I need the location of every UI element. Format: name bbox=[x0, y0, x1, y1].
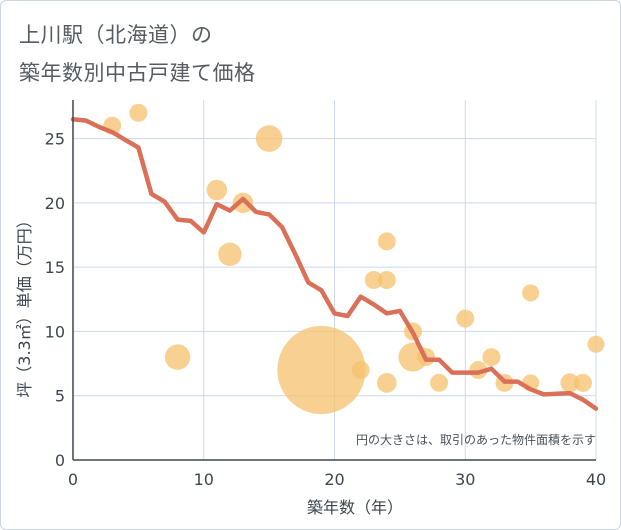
y-tick-label: 15 bbox=[45, 258, 65, 277]
tick-labels: 0 10 20 30 40 0 5 10 15 20 25 bbox=[45, 130, 607, 489]
bubble-point bbox=[587, 335, 605, 353]
axes bbox=[72, 100, 596, 461]
bubble-point bbox=[573, 373, 592, 392]
y-axis-label: 坪（3.3㎡）単価（万円） bbox=[15, 212, 34, 397]
bubble-point bbox=[377, 232, 396, 251]
bubble-point bbox=[522, 284, 540, 302]
bubble-point bbox=[560, 373, 580, 393]
x-tick-label: 10 bbox=[194, 470, 214, 489]
bubble-point bbox=[430, 373, 449, 392]
x-tick-label: 20 bbox=[324, 470, 344, 489]
grid-lines bbox=[73, 100, 597, 460]
bubble-layer bbox=[103, 103, 605, 415]
bubble-point bbox=[277, 325, 366, 415]
bubble-point bbox=[255, 125, 283, 152]
bubble-point bbox=[364, 271, 383, 289]
bubble-point bbox=[376, 372, 397, 393]
x-tick-label: 30 bbox=[455, 470, 475, 489]
bubble-point bbox=[456, 309, 475, 328]
price-line-layer bbox=[70, 117, 599, 411]
y-tick-label: 20 bbox=[45, 194, 65, 213]
bubble-point bbox=[482, 348, 501, 367]
bubble-point bbox=[377, 271, 396, 289]
chart-title-line-1: 上川駅（北海道）の bbox=[19, 23, 213, 47]
y-tick-label: 10 bbox=[45, 322, 65, 341]
y-tick-label: 25 bbox=[45, 130, 65, 149]
y-tick-label: 5 bbox=[55, 387, 65, 406]
bubble-point bbox=[218, 242, 242, 267]
price-trend-line bbox=[70, 117, 599, 411]
bubble-point bbox=[129, 103, 148, 122]
x-axis-label: 築年数（年） bbox=[307, 498, 403, 517]
bubble-size-note: 円の大きさは、取引のあった物件面積を示す bbox=[356, 432, 596, 447]
bubble-point bbox=[351, 361, 370, 379]
bubble-point bbox=[232, 192, 254, 214]
x-tick-label: 40 bbox=[586, 470, 606, 489]
x-tick-label: 0 bbox=[68, 470, 78, 489]
bubble-point bbox=[164, 344, 191, 370]
bubble-point bbox=[206, 179, 228, 201]
y-tick-label: 0 bbox=[55, 451, 65, 470]
chart-title-line-2: 築年数別中古戸建て価格 bbox=[19, 61, 256, 85]
